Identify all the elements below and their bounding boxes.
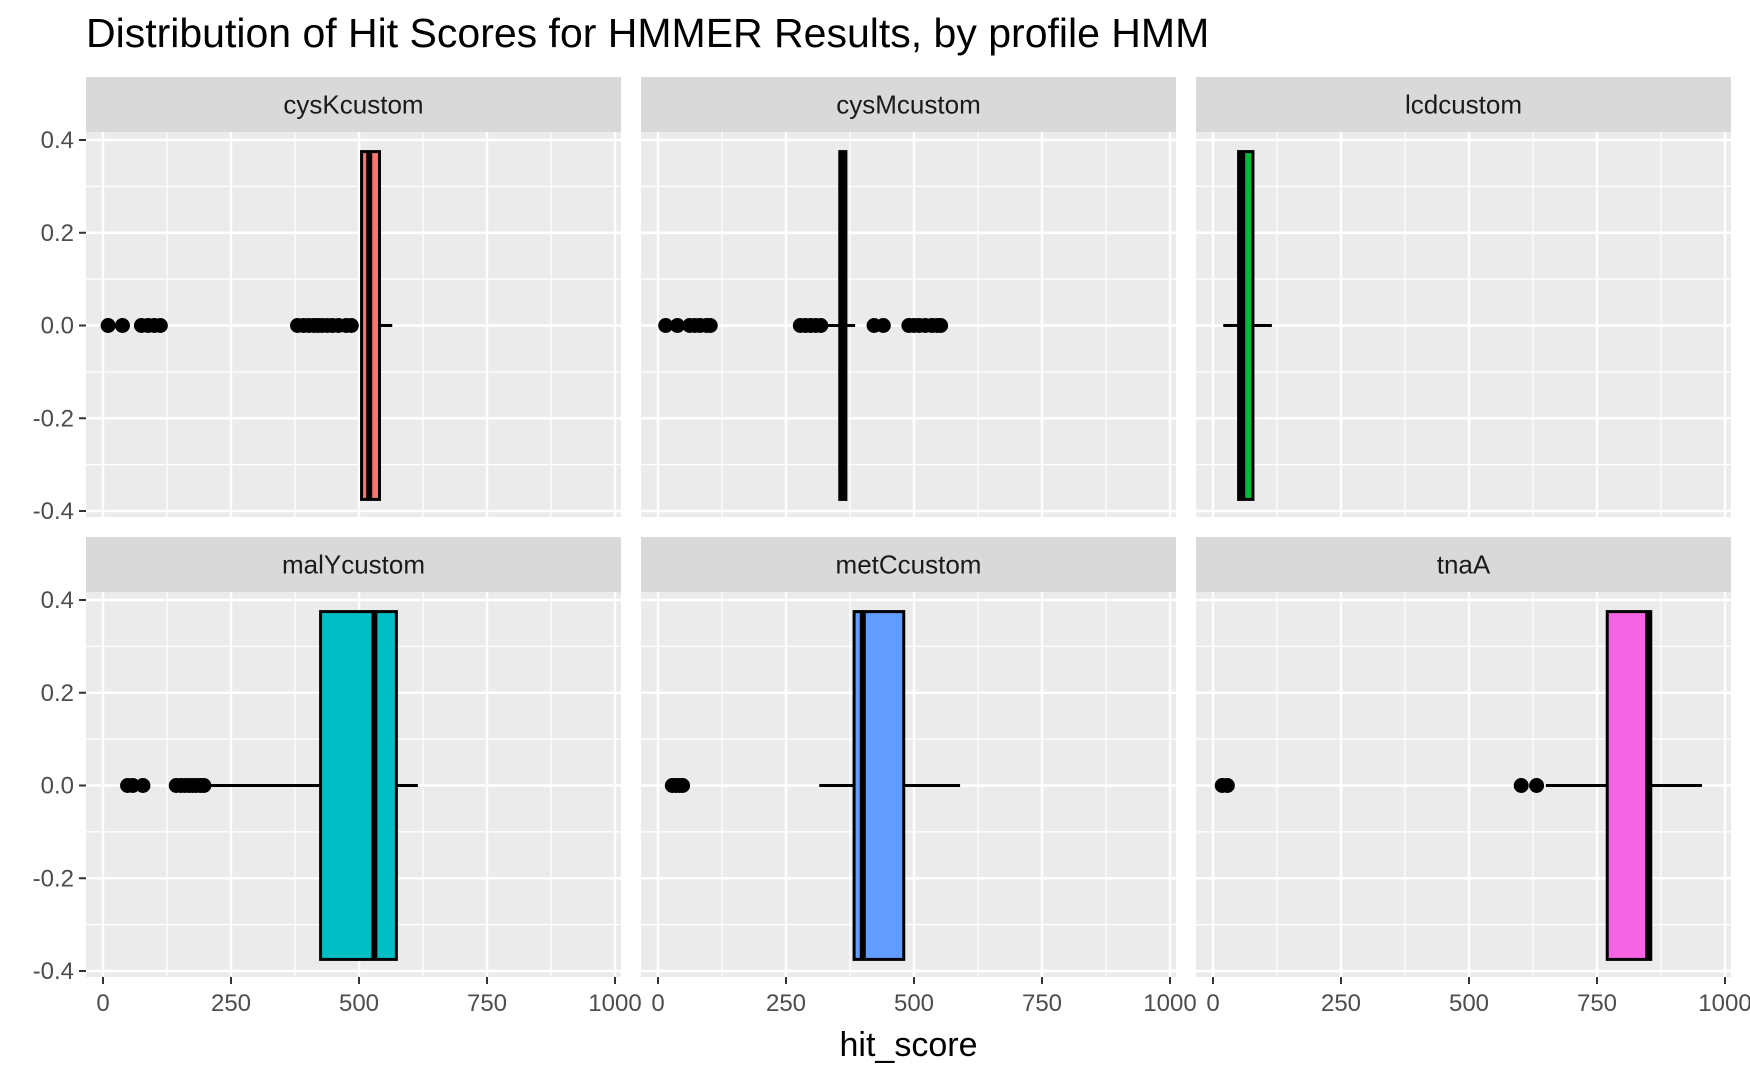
strip-background: [1196, 537, 1731, 592]
box: [319, 610, 398, 961]
strip-label: metCcustom: [836, 550, 982, 580]
y-tick-label: -0.2: [33, 405, 74, 432]
outlier-point: [135, 778, 151, 793]
y-tick-label: 0.4: [41, 127, 74, 154]
outlier-point: [658, 318, 674, 333]
y-tick-label: -0.4: [33, 958, 74, 985]
y-tick-label: 0.2: [41, 220, 74, 247]
chart-title: Distribution of Hit Scores for HMMER Res…: [86, 10, 1210, 56]
strip-label: cysMcustom: [836, 90, 980, 120]
strip-label: lcdcustom: [1405, 90, 1522, 120]
y-tick-label: 0.0: [41, 773, 74, 800]
strip-background: [641, 77, 1176, 132]
strip-background: [641, 537, 1176, 592]
x-tick-label: 250: [1321, 990, 1361, 1017]
y-tick-label: 0.0: [41, 313, 74, 340]
outlier-point: [114, 318, 130, 333]
outlier-point: [813, 318, 829, 333]
y-tick-label: 0.2: [41, 680, 74, 707]
y-tick-label: 0.4: [41, 587, 74, 614]
outlier-point: [1529, 778, 1545, 793]
x-tick-label: 1000: [1698, 990, 1750, 1017]
outlier-point: [1513, 778, 1529, 793]
x-tick-label: 1000: [1143, 990, 1196, 1017]
x-tick-label: 250: [211, 990, 251, 1017]
strip-background: [1196, 77, 1731, 132]
x-tick-label: 0: [1206, 990, 1219, 1017]
x-tick-label: 750: [467, 990, 507, 1017]
x-tick-label: 750: [1577, 990, 1617, 1017]
x-tick-label: 500: [339, 990, 379, 1017]
outlier-point: [196, 778, 212, 793]
x-tick-label: 500: [1449, 990, 1489, 1017]
strip-label: cysKcustom: [283, 90, 423, 120]
x-tick-label: 500: [894, 990, 934, 1017]
strip-background: [86, 77, 621, 132]
outlier-point: [669, 318, 685, 333]
outlier-point: [933, 318, 949, 333]
box: [1605, 610, 1653, 961]
outlier-point: [152, 318, 168, 333]
x-tick-label: 1000: [588, 990, 641, 1017]
x-tick-label: 250: [766, 990, 806, 1017]
y-tick-label: -0.2: [33, 865, 74, 892]
outlier-point: [1219, 778, 1235, 793]
strip-background: [86, 537, 621, 592]
y-tick-label: -0.4: [33, 498, 74, 525]
outlier-point: [343, 318, 359, 333]
x-tick-label: 0: [651, 990, 664, 1017]
strip-label: tnaA: [1437, 550, 1491, 580]
outlier-point: [100, 318, 116, 333]
outlier-point: [702, 318, 718, 333]
outlier-point: [875, 318, 891, 333]
strip-label: malYcustom: [282, 550, 425, 580]
x-tick-label: 750: [1022, 990, 1062, 1017]
outlier-point: [675, 778, 691, 793]
x-axis-title: hit_score: [840, 1026, 978, 1064]
x-tick-label: 0: [96, 990, 109, 1017]
